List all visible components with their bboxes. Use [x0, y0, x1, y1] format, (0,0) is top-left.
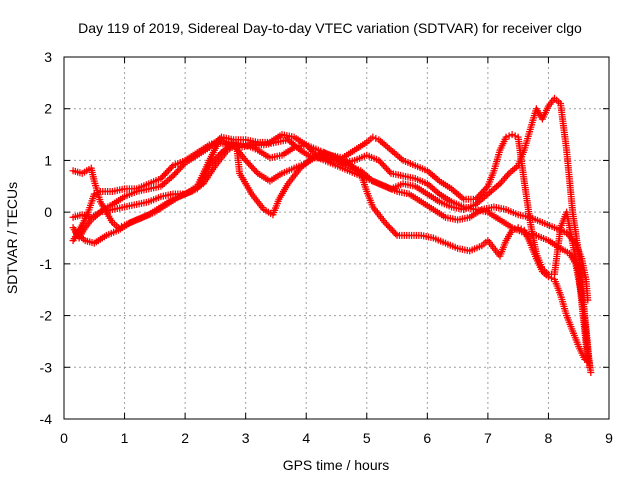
y-tick-label: 1 — [44, 152, 52, 168]
data-point-marker — [164, 166, 172, 174]
data-point-marker — [251, 166, 259, 174]
data-point-marker — [172, 169, 180, 177]
data-point-marker — [511, 132, 519, 140]
data-point-marker — [381, 163, 389, 171]
data-point-marker — [163, 168, 171, 176]
data-point-marker — [389, 227, 397, 235]
data-point-marker — [385, 223, 393, 231]
data-point-marker — [210, 157, 218, 165]
data-point-marker — [242, 156, 250, 164]
x-tick-label: 7 — [484, 430, 492, 446]
plot-area-frame — [63, 56, 610, 420]
data-point-marker — [375, 156, 383, 164]
axis-ticks: 0 1 2 3 4 5 6 7 8 9 -4 -3 -2 -1 0 1 2 3 — [40, 49, 614, 446]
data-point-marker — [171, 170, 179, 178]
data-point-marker — [157, 175, 165, 183]
x-tick-label: 3 — [242, 430, 250, 446]
data-point-marker — [216, 150, 224, 158]
x-tick-label: 1 — [121, 430, 129, 446]
x-tick-label: 8 — [545, 430, 553, 446]
data-point-marker — [166, 165, 174, 173]
data-point-marker — [369, 133, 377, 141]
data-point-marker — [508, 131, 516, 139]
y-axis-label: SDTVAR / TECUs — [4, 182, 20, 294]
data-point-marker — [372, 134, 380, 142]
data-point-marker — [378, 160, 386, 168]
data-point-marker — [387, 225, 395, 233]
data-point-marker — [505, 132, 513, 140]
data-point-marker — [581, 356, 589, 364]
y-tick-label: 3 — [44, 49, 52, 65]
data-point-marker — [174, 167, 182, 175]
data-point-marker — [547, 274, 555, 282]
data-point-marker — [482, 184, 490, 192]
data-point-marker — [587, 368, 595, 376]
data-point-marker — [249, 165, 257, 173]
data-point-marker — [473, 194, 481, 202]
data-point-marker — [214, 152, 222, 160]
data-point-marker — [167, 163, 175, 171]
data-point-marker — [382, 165, 390, 173]
data-point-marker — [175, 165, 183, 173]
data-point-marker — [213, 154, 221, 162]
data-point-marker — [208, 158, 216, 166]
y-tick-label: 0 — [44, 204, 52, 220]
data-point-marker — [384, 222, 392, 230]
x-tick-label: 5 — [363, 430, 371, 446]
x-tick-label: 4 — [302, 430, 310, 446]
data-point-marker — [248, 163, 256, 171]
data-point-marker — [472, 195, 480, 203]
data-point-marker — [205, 162, 213, 170]
series-track-5 — [69, 138, 595, 376]
data-point-marker — [382, 220, 390, 228]
data-point-marker — [384, 166, 392, 174]
data-point-marker — [245, 160, 253, 168]
data-point-marker — [478, 189, 486, 197]
x-tick-label: 0 — [60, 430, 68, 446]
data-point-marker — [93, 189, 101, 197]
x-tick-label: 9 — [605, 430, 613, 446]
x-tick-label: 2 — [181, 430, 189, 446]
y-tick-label: -4 — [40, 411, 53, 427]
data-point-marker — [211, 155, 219, 163]
y-tick-label: 2 — [44, 101, 52, 117]
data-point-marker — [502, 133, 510, 141]
data-point-marker — [544, 273, 552, 281]
data-point-marker — [376, 158, 384, 166]
data-point-marker — [161, 170, 169, 178]
y-tick-label: -3 — [40, 359, 53, 375]
y-tick-label: -1 — [40, 256, 53, 272]
data-point-marker — [385, 168, 393, 176]
data-point-marker — [381, 218, 389, 226]
data-point-marker — [90, 190, 98, 198]
data-point-marker — [169, 172, 177, 180]
data-point-marker — [379, 161, 387, 169]
data-point-marker — [481, 186, 489, 194]
y-tick-label: -2 — [40, 308, 53, 324]
data-point-marker — [158, 173, 166, 181]
data-point-marker — [390, 228, 398, 236]
data-point-marker — [207, 160, 215, 168]
data-point-marker — [308, 147, 316, 155]
data-point-marker — [476, 190, 484, 198]
data-point-marker — [392, 230, 400, 238]
data-point-marker — [252, 168, 260, 176]
data-point-marker — [246, 161, 254, 169]
data-point-marker — [479, 187, 487, 195]
data-points — [69, 94, 595, 376]
data-point-marker — [243, 158, 251, 166]
data-point-marker — [475, 192, 483, 200]
x-axis-label: GPS time / hours — [283, 457, 390, 473]
data-point-marker — [160, 171, 168, 179]
x-tick-label: 6 — [423, 430, 431, 446]
chart-title: Day 119 of 2019, Sidereal Day-to-day VTE… — [78, 20, 582, 36]
series-track-4 — [72, 141, 589, 364]
